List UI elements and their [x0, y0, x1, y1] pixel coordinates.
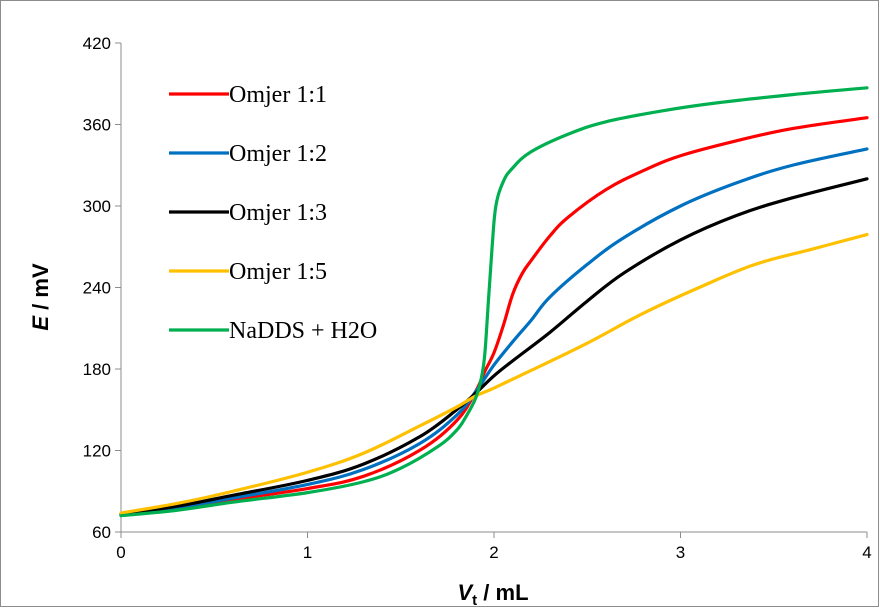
- y-axis-title-rest: / mV: [28, 263, 53, 316]
- series-line-omjer-1-2: [119, 147, 869, 516]
- legend-label-omjer-1-5: Omjer 1:5: [229, 259, 327, 285]
- legend-label-omjer-1-1: Omjer 1:1: [229, 82, 327, 108]
- series-line-omjer-1-5: [119, 232, 869, 515]
- y-axis-title-italic: E: [28, 315, 53, 331]
- legend-label-omjer-1-3: Omjer 1:3: [229, 200, 327, 226]
- legend-label-nadds-h2o: NaDDS + H2O: [229, 318, 377, 344]
- x-axis-title-rest: / mL: [477, 580, 528, 605]
- x-tick-label: 0: [116, 543, 125, 562]
- x-tick-label: 2: [489, 543, 498, 562]
- series-line-nadds-h2o: [119, 86, 869, 518]
- legend-label-omjer-1-2: Omjer 1:2: [229, 141, 327, 167]
- y-tick-label: 240: [83, 279, 111, 298]
- x-tick-label: 3: [676, 543, 685, 562]
- y-axis-title: E / mV: [28, 263, 53, 331]
- x-tick-label: 4: [862, 543, 871, 562]
- y-tick-label: 120: [83, 442, 111, 461]
- series-layer: [119, 86, 869, 518]
- x-tick-label: 1: [303, 543, 312, 562]
- x-axis-title-subscript: t: [472, 592, 477, 608]
- series-line-omjer-1-3: [119, 177, 869, 516]
- legend: Omjer 1:1 Omjer 1:2 Omjer 1:3 Omjer 1:5 NaDD…: [169, 82, 377, 344]
- axes: 60 120 180 240 300 360 420 0 1 2 3 4: [83, 34, 872, 562]
- x-axis-title-italic: V: [457, 580, 474, 605]
- y-tick-label: 180: [83, 360, 111, 379]
- x-axis-title: Vt / mL: [457, 580, 528, 608]
- series-line-omjer-1-1: [119, 116, 869, 516]
- y-tick-label: 360: [83, 116, 111, 135]
- y-tick-label: 60: [92, 523, 111, 542]
- y-tick-label: 420: [83, 34, 111, 53]
- y-tick-label: 300: [83, 197, 111, 216]
